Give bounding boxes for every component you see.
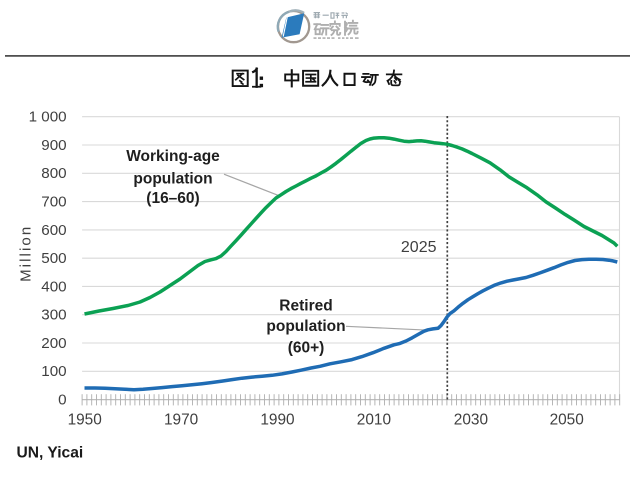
svg-text:Million: Million xyxy=(17,225,34,282)
svg-text:UN, Yicai: UN, Yicai xyxy=(17,445,84,462)
svg-text:2030: 2030 xyxy=(454,412,488,429)
svg-text:400: 400 xyxy=(41,278,66,295)
svg-text:1990: 1990 xyxy=(260,412,294,429)
svg-text:1970: 1970 xyxy=(164,412,198,429)
svg-text:population: population xyxy=(133,170,212,187)
svg-text:population: population xyxy=(266,318,345,335)
svg-text:600: 600 xyxy=(41,222,66,239)
svg-text:200: 200 xyxy=(41,335,66,352)
svg-text:Working-age: Working-age xyxy=(126,148,220,165)
svg-text:1950: 1950 xyxy=(68,412,102,429)
svg-text:500: 500 xyxy=(41,250,66,267)
svg-text:0: 0 xyxy=(58,392,66,409)
svg-text:700: 700 xyxy=(41,194,66,211)
svg-text:2050: 2050 xyxy=(550,412,584,429)
svg-text:100: 100 xyxy=(41,363,66,380)
svg-text:800: 800 xyxy=(41,165,66,182)
svg-text:2010: 2010 xyxy=(357,412,391,429)
svg-text:2025: 2025 xyxy=(401,239,437,256)
svg-text:Retired: Retired xyxy=(279,298,332,315)
svg-text:900: 900 xyxy=(41,137,66,154)
svg-text:300: 300 xyxy=(41,307,66,324)
svg-text:1 000: 1 000 xyxy=(29,109,67,126)
svg-text:(16–60): (16–60) xyxy=(146,190,199,207)
svg-text:(60+): (60+) xyxy=(288,339,325,356)
